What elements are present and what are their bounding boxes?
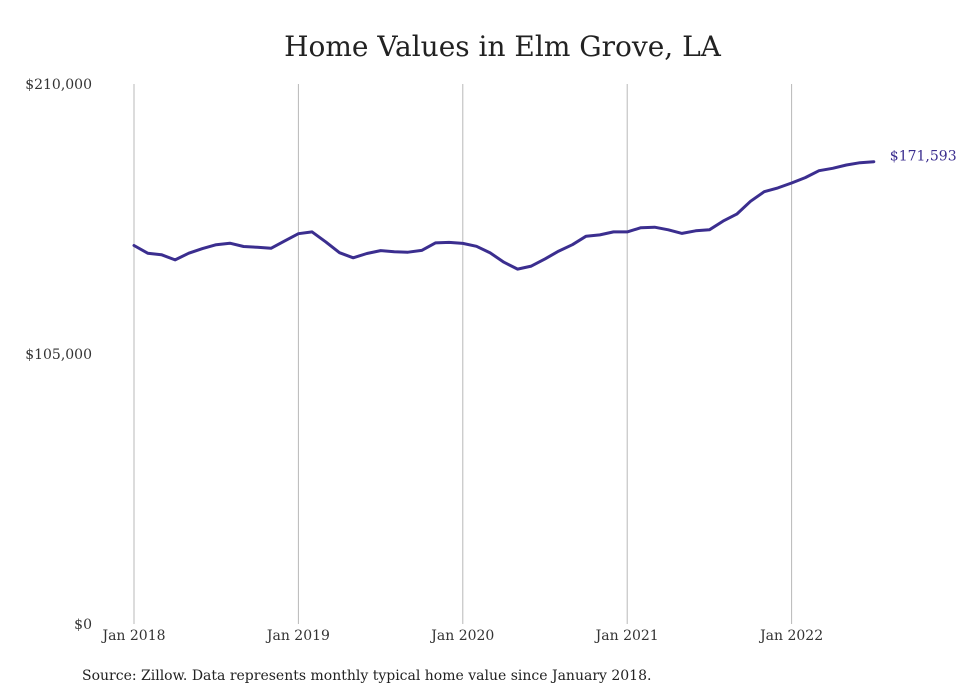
x-axis-ticks: Jan 2018 Jan 2019 Jan 2020 Jan 2021 Jan 2022 [100, 628, 823, 644]
x-tick-label: Jan 2022 [758, 628, 823, 644]
end-value-label: $171,593 [890, 149, 957, 165]
chart-title: Home Values in Elm Grove, LA [284, 30, 721, 63]
home-value-line [132, 160, 876, 271]
x-tick-label: Jan 2018 [100, 628, 165, 644]
x-tick-label: Jan 2021 [594, 628, 659, 644]
y-axis-ticks: $0 $105,000 $210,000 [25, 77, 92, 633]
x-tick-label: Jan 2020 [429, 628, 494, 644]
y-tick-label: $210,000 [25, 77, 92, 93]
source-note: Source: Zillow. Data represents monthly … [82, 668, 652, 684]
y-tick-label: $0 [74, 617, 92, 633]
x-tick-label: Jan 2019 [265, 628, 330, 644]
y-tick-label: $105,000 [25, 347, 92, 363]
grid-lines [133, 84, 793, 624]
